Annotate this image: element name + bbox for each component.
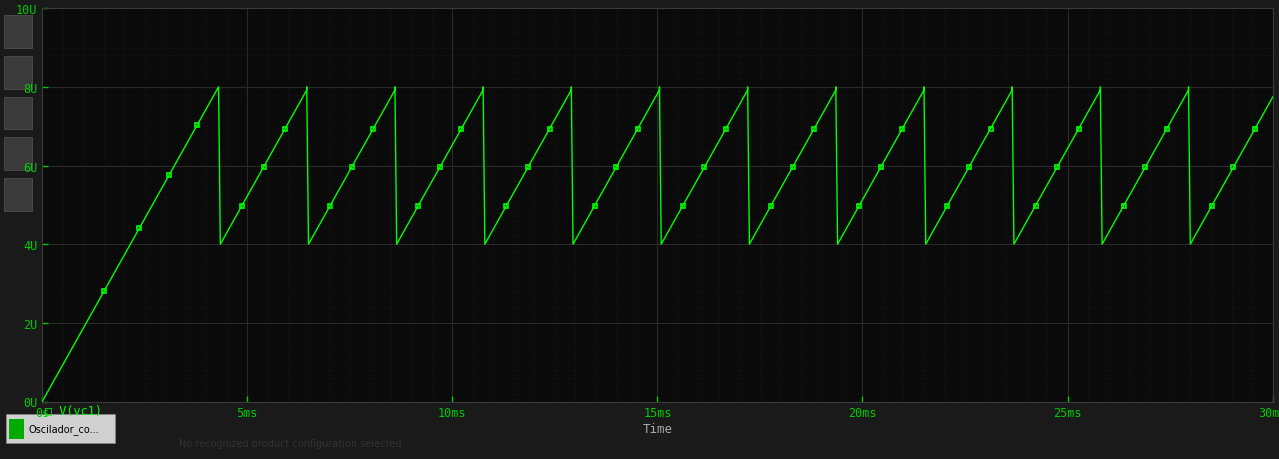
X-axis label: Time: Time <box>642 422 673 435</box>
Bar <box>4 97 32 130</box>
Bar <box>4 179 32 211</box>
Text: Oscilador_co...: Oscilador_co... <box>28 424 98 434</box>
Bar <box>4 138 32 171</box>
Bar <box>4 16 32 49</box>
Text: No recognized product configuration selected: No recognized product configuration sele… <box>179 438 402 448</box>
Bar <box>6 414 115 443</box>
Text: □ V(vc1): □ V(vc1) <box>45 404 102 417</box>
Bar <box>4 57 32 90</box>
Bar <box>9 419 24 439</box>
